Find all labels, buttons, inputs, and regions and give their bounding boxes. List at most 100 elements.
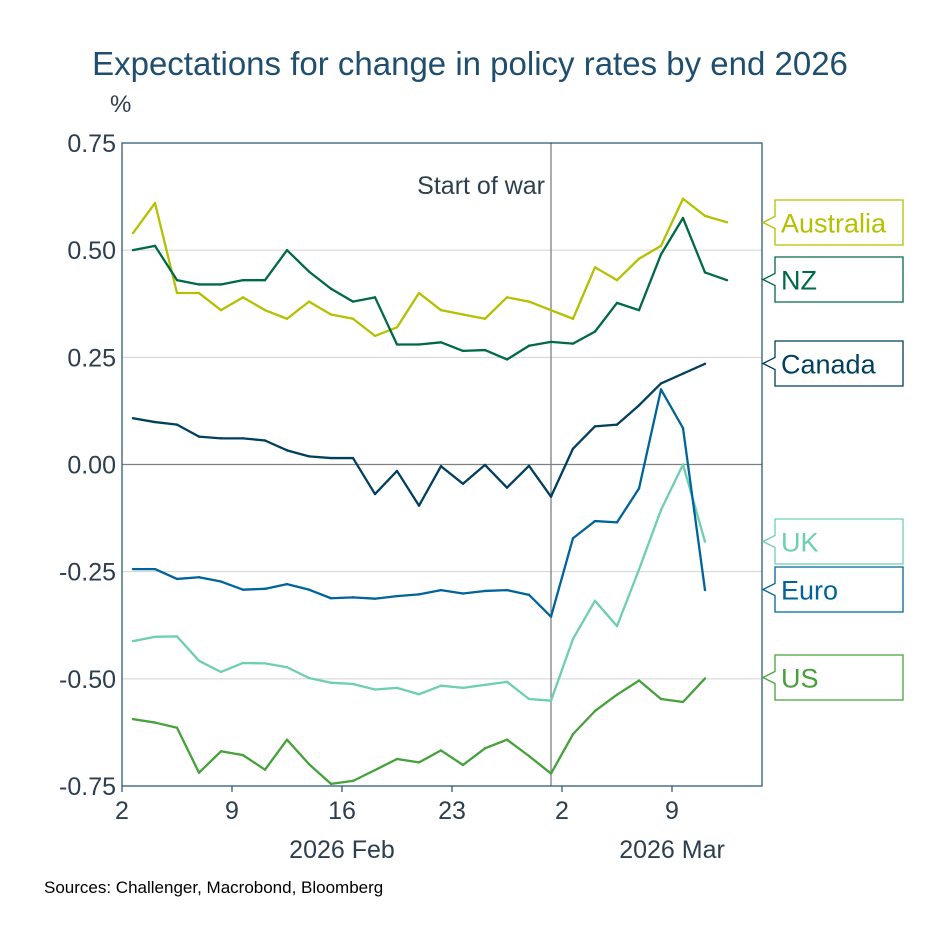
data-point-canada (307, 455, 311, 458)
data-point-canada (175, 423, 179, 426)
data-point-canada (659, 382, 663, 385)
y-tick-label: 0.00 (67, 452, 116, 480)
data-point-canada (615, 423, 619, 426)
x-tick-label: 2 (555, 797, 569, 825)
data-point-australia (351, 317, 355, 320)
data-point-nz (285, 248, 289, 252)
series-line-australia (132, 197, 728, 338)
data-point-us (615, 693, 619, 696)
data-point-uk (593, 599, 597, 603)
data-point-canada (351, 456, 355, 460)
data-point-uk (395, 686, 399, 690)
data-point-euro (703, 588, 707, 592)
data-point-canada (505, 486, 509, 489)
data-point-nz (637, 308, 641, 312)
data-point-euro (373, 597, 377, 600)
data-point-australia (505, 296, 509, 299)
x-tick-label: 2 (115, 797, 129, 825)
legend-label-euro: Euro (761, 566, 904, 613)
data-point-nz (703, 271, 707, 274)
legend-label-text: Euro (781, 576, 838, 606)
data-point-us (527, 754, 531, 758)
data-point-uk (241, 661, 245, 665)
data-point-us (219, 750, 223, 753)
legend-label-text: Australia (781, 209, 887, 239)
data-point-euro (131, 567, 135, 571)
data-point-nz (571, 342, 575, 345)
data-point-uk (703, 540, 707, 543)
data-point-canada (417, 504, 421, 507)
plot-frame (121, 142, 763, 787)
data-point-australia (197, 291, 201, 295)
data-point-canada (131, 417, 135, 420)
data-point-euro (175, 577, 179, 581)
data-point-euro (659, 388, 663, 391)
data-point-us (351, 779, 355, 783)
data-point-uk (373, 688, 377, 691)
data-point-canada (549, 495, 553, 498)
data-point-uk (219, 670, 223, 674)
data-point-euro (241, 588, 245, 591)
legend-callout-box (761, 654, 904, 701)
data-point-australia (659, 244, 663, 248)
legend-label-australia: Australia (761, 199, 904, 246)
data-point-uk (329, 681, 333, 684)
data-point-euro (681, 426, 685, 430)
legend-label-canada: Canada (761, 340, 904, 387)
data-point-canada (285, 449, 289, 452)
data-point-us (461, 763, 465, 767)
data-point-us (549, 772, 553, 775)
legend-callout-box (761, 199, 904, 246)
y-tick-label: -0.75 (59, 773, 116, 801)
data-point-uk (483, 683, 487, 687)
data-point-euro (549, 615, 553, 618)
data-point-nz (241, 278, 245, 282)
data-point-australia (417, 291, 421, 295)
data-point-australia (593, 266, 597, 269)
data-point-us (329, 782, 333, 786)
data-point-us (153, 721, 157, 724)
data-point-us (659, 697, 663, 701)
data-point-canada (219, 437, 223, 440)
data-point-euro (307, 588, 311, 591)
data-point-nz (329, 287, 333, 290)
data-point-canada (461, 482, 465, 485)
data-point-uk (175, 635, 179, 638)
data-point-nz (373, 296, 377, 299)
data-point-euro (637, 487, 641, 490)
legend-label-text: US (781, 664, 819, 694)
data-point-canada (197, 435, 201, 438)
x-tick-label: 23 (438, 797, 466, 825)
data-point-us (483, 747, 487, 750)
annotation-start-of-war: Start of war (417, 172, 545, 200)
data-point-uk (417, 693, 421, 696)
data-point-us (637, 679, 641, 682)
data-point-us (285, 738, 289, 741)
data-point-uk (659, 508, 663, 512)
data-point-nz (593, 330, 597, 333)
data-point-australia (483, 317, 487, 320)
data-point-australia (329, 313, 333, 316)
data-point-australia (263, 308, 267, 312)
legend-callout-box (761, 256, 904, 303)
data-point-australia (549, 308, 553, 312)
legend-label-nz: NZ (761, 256, 904, 303)
data-point-nz (197, 283, 201, 286)
data-point-nz (131, 248, 135, 252)
legend-label-uk: UK (761, 518, 904, 565)
x-tick-label: 9 (665, 797, 679, 825)
data-point-canada (329, 456, 333, 460)
series-line-canada (132, 362, 706, 507)
data-point-euro (197, 576, 201, 579)
data-point-us (703, 677, 707, 680)
data-point-nz (681, 216, 685, 220)
data-point-australia (153, 201, 157, 205)
data-point-australia (681, 197, 685, 200)
data-point-euro (153, 567, 157, 571)
y-tick-label: 0.25 (67, 344, 116, 372)
data-point-uk (131, 639, 135, 643)
legend-callout-box (761, 340, 904, 387)
data-point-australia (637, 257, 641, 260)
data-point-uk (197, 659, 201, 663)
data-point-euro (615, 521, 619, 524)
